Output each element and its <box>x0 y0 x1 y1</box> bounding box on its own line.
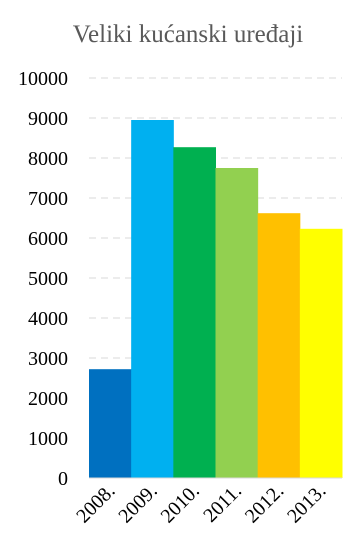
x-tick-label: 2011. <box>199 480 246 527</box>
x-tick-label: 2008. <box>72 480 119 527</box>
x-tick-label: 2010. <box>157 480 204 527</box>
y-tick-label: 8000 <box>28 148 68 170</box>
chart-title: Veliki kućanski uređaji <box>73 21 304 48</box>
y-tick-label: 2000 <box>28 388 68 410</box>
bar <box>89 369 132 478</box>
y-tick-label: 1000 <box>28 428 68 450</box>
y-tick-label: 3000 <box>28 348 68 370</box>
y-tick-label: 5000 <box>28 268 68 290</box>
x-axis: 2008.2009.2010.2011.2012.2013. <box>72 480 330 527</box>
y-axis: 0 1000 2000 3000 4000 5000 6000 7000 8000 9000 100… <box>18 68 68 490</box>
y-tick-label: 4000 <box>28 308 68 330</box>
bar <box>215 168 259 478</box>
y-tick-label: 9000 <box>28 108 68 130</box>
bars <box>89 120 343 478</box>
y-tick-label: 6000 <box>28 228 68 250</box>
bar <box>299 228 343 478</box>
x-tick-label: 2012. <box>241 480 288 527</box>
y-tick-label: 10000 <box>18 68 68 90</box>
x-tick-label: 2013. <box>283 480 330 527</box>
bar <box>173 147 216 478</box>
y-tick-label: 7000 <box>28 188 68 210</box>
x-tick-label: 2009. <box>114 480 161 527</box>
bar <box>131 120 174 478</box>
y-tick-label: 0 <box>58 468 68 490</box>
bar <box>257 213 301 478</box>
